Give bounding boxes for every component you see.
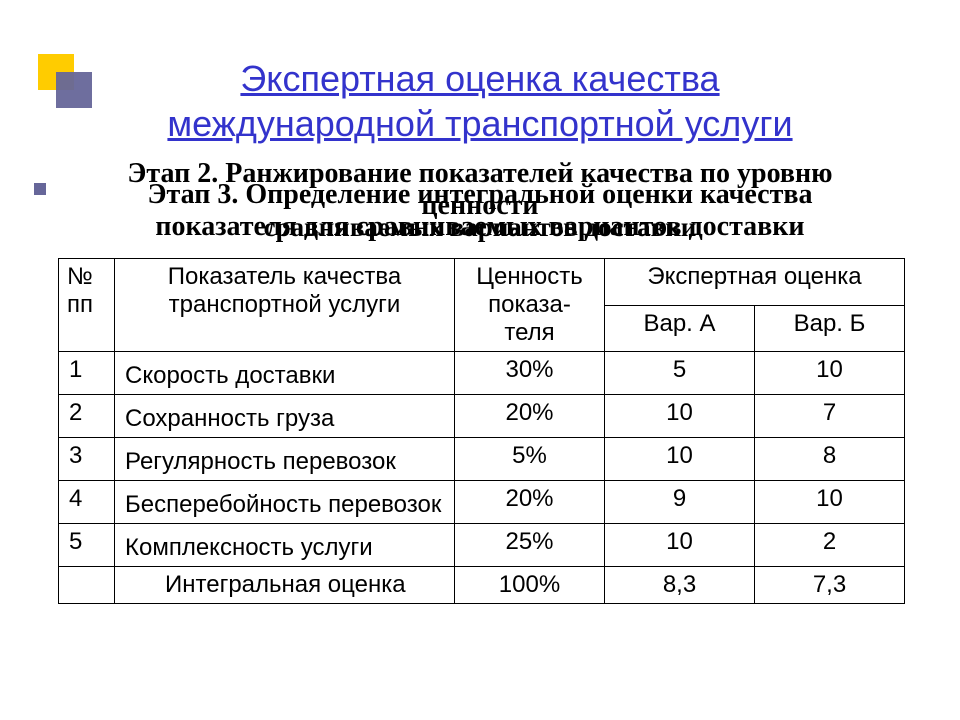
head-num: № пп bbox=[59, 259, 115, 352]
table-row: 3Регулярность перевозок5%108 bbox=[59, 438, 905, 481]
title-line-2: международной транспортной услуги bbox=[167, 103, 792, 144]
cell-num: 4 bbox=[59, 481, 115, 524]
table-header-row-1: № пп Показатель качества транспортной ус… bbox=[59, 259, 905, 306]
cell-var-a: 10 bbox=[605, 395, 755, 438]
cell-var-b: 8 bbox=[755, 438, 905, 481]
cell-var-a: 9 bbox=[605, 481, 755, 524]
cell-var-a: 10 bbox=[605, 524, 755, 567]
title-line-1: Экспертная оценка качества bbox=[240, 58, 719, 99]
table-row: 2Сохранность груза20%107 bbox=[59, 395, 905, 438]
cell-var-b: 7 bbox=[755, 395, 905, 438]
footer-value: 100% bbox=[455, 567, 605, 604]
cell-var-b: 10 bbox=[755, 481, 905, 524]
subtitle-front-line: сравниваемых вариантов доставки bbox=[264, 212, 697, 242]
cell-indicator: Бесперебойность перевозок bbox=[115, 481, 455, 524]
cell-indicator: Регулярность перевозок bbox=[115, 438, 455, 481]
table-footer-row: Интегральная оценка 100% 8,3 7,3 bbox=[59, 567, 905, 604]
footer-num bbox=[59, 567, 115, 604]
cell-var-a: 5 bbox=[605, 352, 755, 395]
cell-num: 2 bbox=[59, 395, 115, 438]
head-var-a: Вар. А bbox=[605, 305, 755, 352]
bullet-left bbox=[34, 183, 46, 195]
cell-var-a: 10 bbox=[605, 438, 755, 481]
cell-num: 1 bbox=[59, 352, 115, 395]
table-row: 4Бесперебойность перевозок20%910 bbox=[59, 481, 905, 524]
cell-value: 5% bbox=[455, 438, 605, 481]
footer-var-a: 8,3 bbox=[605, 567, 755, 604]
cell-num: 5 bbox=[59, 524, 115, 567]
footer-var-b: 7,3 bbox=[755, 567, 905, 604]
table-row: 5Комплексность услуги25%102 bbox=[59, 524, 905, 567]
subtitle-mid-line1: Этап 3. Определение интегральной оценки … bbox=[148, 179, 813, 210]
cell-var-b: 2 bbox=[755, 524, 905, 567]
cell-indicator: Комплексность услуги bbox=[115, 524, 455, 567]
cell-indicator: Сохранность груза bbox=[115, 395, 455, 438]
cell-num: 3 bbox=[59, 438, 115, 481]
head-expert: Экспертная оценка bbox=[605, 259, 905, 306]
subtitle-layer-front: сравниваемых вариантов доставки bbox=[60, 212, 900, 243]
footer-indicator: Интегральная оценка bbox=[115, 567, 455, 604]
cell-value: 25% bbox=[455, 524, 605, 567]
cell-var-b: 10 bbox=[755, 352, 905, 395]
head-value: Ценность показа-теля bbox=[455, 259, 605, 352]
cell-value: 30% bbox=[455, 352, 605, 395]
quality-table: № пп Показатель качества транспортной ус… bbox=[58, 258, 904, 604]
table-row: 1Скорость доставки30%510 bbox=[59, 352, 905, 395]
cell-value: 20% bbox=[455, 481, 605, 524]
cell-indicator: Скорость доставки bbox=[115, 352, 455, 395]
page-title: Экспертная оценка качества международной… bbox=[0, 56, 960, 146]
cell-value: 20% bbox=[455, 395, 605, 438]
head-indicator: Показатель качества транспортной услуги bbox=[115, 259, 455, 352]
head-var-b: Вар. Б bbox=[755, 305, 905, 352]
